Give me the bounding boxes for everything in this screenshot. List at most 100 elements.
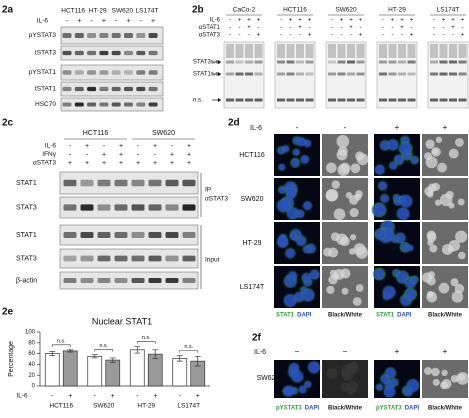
blot <box>59 224 199 246</box>
blot-band <box>136 50 146 56</box>
cell <box>349 208 359 218</box>
blot-label: STAT3 <box>16 204 37 211</box>
gel-band <box>286 72 295 76</box>
blot-band <box>63 232 77 238</box>
sign: + <box>298 18 302 24</box>
sign: - <box>90 18 93 25</box>
sign: - <box>115 18 118 25</box>
sign: - <box>411 25 413 31</box>
gel-smear <box>449 44 457 58</box>
blot-band <box>111 102 121 107</box>
blot-band <box>124 102 133 107</box>
sign: - <box>280 33 282 39</box>
cell <box>457 198 465 206</box>
row-label: IL-6 <box>210 18 221 24</box>
sign: - <box>309 25 311 31</box>
nucleus <box>297 137 306 147</box>
gel-band <box>379 60 387 64</box>
gel-band <box>277 98 285 102</box>
blot-band <box>62 70 72 75</box>
arrow-head <box>218 72 221 76</box>
blot-band <box>74 86 84 92</box>
nucleus <box>385 367 396 379</box>
sign: + <box>257 33 261 39</box>
gel-band <box>449 60 457 64</box>
nucleus <box>290 233 297 240</box>
cell-line: HT-29 <box>89 8 107 15</box>
gel-band <box>458 98 467 102</box>
nucleus <box>397 207 410 220</box>
blot <box>59 171 199 195</box>
nucleus <box>277 235 289 248</box>
legend-text: DAPI <box>397 313 412 319</box>
sign: + <box>289 18 293 24</box>
sign: + <box>153 143 157 150</box>
sign: - <box>344 123 347 132</box>
gel-band <box>439 60 448 64</box>
sign: - <box>341 33 343 39</box>
blot-band <box>99 50 109 56</box>
nucleus <box>303 201 312 210</box>
blot-band <box>148 179 162 187</box>
sign: - <box>360 25 362 31</box>
nucleus <box>387 139 399 151</box>
y-tick-label: 20 <box>28 373 35 379</box>
cell <box>356 153 369 166</box>
cell <box>424 367 432 375</box>
sign: - <box>392 25 394 31</box>
sign: + <box>340 18 344 24</box>
blot-band <box>114 232 128 238</box>
panel-label: 2a <box>2 5 14 16</box>
bar <box>172 358 188 387</box>
cell-line: CaCo-2 <box>233 7 256 14</box>
gel-band <box>337 72 346 76</box>
nucleus <box>411 276 418 283</box>
gel-band <box>254 60 263 64</box>
nucleus <box>286 188 296 199</box>
y-tick-label: 0 <box>32 384 36 390</box>
blot-band <box>124 50 133 56</box>
nucleus <box>373 268 385 280</box>
blot-band <box>87 50 97 56</box>
blot-band <box>148 32 158 39</box>
series-label: - <box>179 393 182 400</box>
blot-band <box>74 50 84 56</box>
sign: - <box>280 18 282 24</box>
blot-band <box>148 255 162 262</box>
sign: - <box>290 33 292 39</box>
cell <box>355 284 364 292</box>
sign: + <box>400 18 404 24</box>
row-label: IL-6 <box>250 125 262 132</box>
sign: - <box>331 18 333 24</box>
gel-band <box>296 98 304 102</box>
sign: - <box>331 33 333 39</box>
blot-band <box>165 255 179 262</box>
nucleus <box>296 209 305 218</box>
cell <box>336 233 348 246</box>
nucleus <box>293 149 300 156</box>
gel-band <box>449 98 457 102</box>
sign: - <box>392 33 394 39</box>
legend-text: Black/White <box>428 406 463 412</box>
legend-text: Black/White <box>428 313 463 319</box>
gel-band <box>328 72 336 76</box>
nucleus <box>303 245 311 253</box>
blot-band <box>97 255 111 262</box>
panel-label: 2d <box>228 118 240 129</box>
gel-band <box>458 72 467 76</box>
nucleus <box>389 161 397 170</box>
gel-smear <box>398 44 406 58</box>
sign: - <box>443 25 445 31</box>
row-label: IFNγ <box>42 151 56 158</box>
cell <box>326 285 335 295</box>
bar <box>129 349 145 387</box>
blot-band <box>111 50 121 56</box>
cell <box>454 283 465 294</box>
blot-band <box>131 232 145 238</box>
blot-band <box>111 32 121 39</box>
gel-band <box>407 60 416 64</box>
blot-band <box>182 277 196 284</box>
blot-band <box>97 204 111 211</box>
sign: + <box>153 160 157 167</box>
